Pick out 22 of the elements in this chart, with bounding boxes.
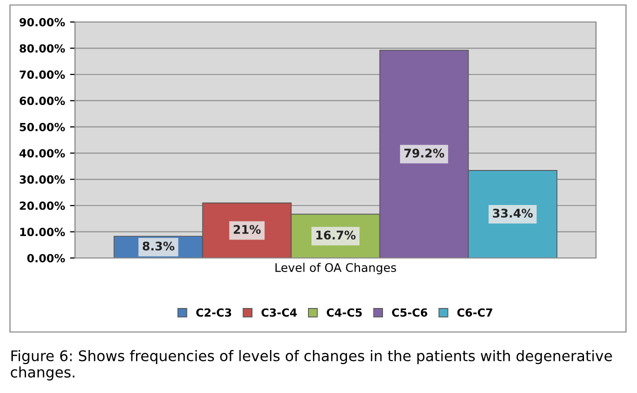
data-label: 8.3% [142,242,174,251]
legend-label: C5-C6 [392,308,428,317]
legend-label: C3-C4 [261,308,297,317]
y-tick-label: 0.00% [27,254,65,262]
y-tick-label: 60.00% [20,96,65,106]
legend-label: C4-C5 [326,308,362,317]
data-label: 33.4% [492,208,533,218]
legend-label: C2-C3 [196,308,232,317]
caption: Figure 6: Shows frequencies of levels of changes in the patients with degenerative changes. [10,350,612,380]
x-tick-label: Level of OA Changes [276,262,396,274]
y-tick-label: 90.00% [20,18,65,26]
legend-label: C6-C7 [457,308,492,317]
y-tick-label: 10.00% [20,228,65,236]
y-tick-label: 20.00% [20,202,65,210]
y-tick-label: 30.00% [20,175,65,184]
data-label: 16.7% [316,230,356,240]
y-tick-label: 80.00% [20,44,65,53]
y-tick-label: 50.00% [20,122,65,132]
y-tick-label: 70.00% [20,70,65,79]
data-label: 79.2% [404,148,444,158]
data-label: 21% [234,224,261,234]
y-tick-label: 40.00% [20,149,65,158]
